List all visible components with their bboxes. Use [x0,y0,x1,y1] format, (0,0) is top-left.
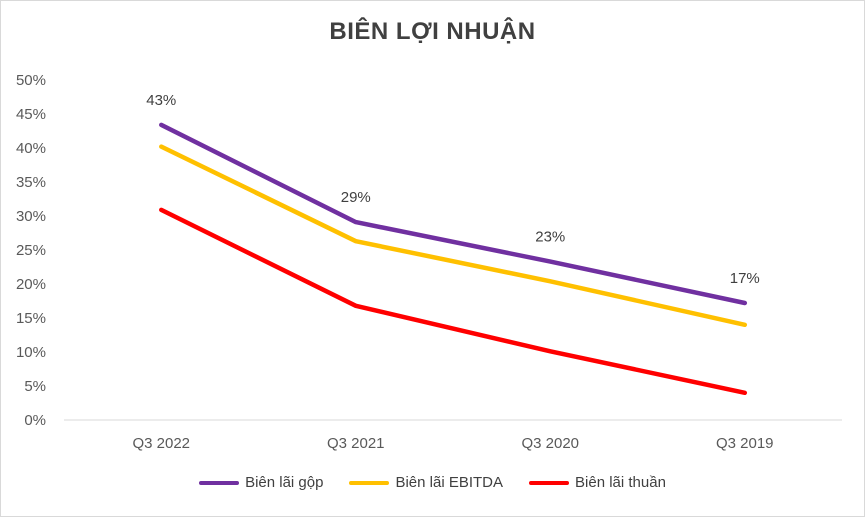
x-tick-label: Q3 2020 [521,435,579,452]
data-label: 23% [535,229,565,246]
legend-label: Biên lãi EBITDA [395,474,504,491]
legend-swatch [529,480,570,485]
y-tick-label: 15% [16,310,46,327]
legend-swatch [199,480,240,485]
legend: Biên lãi gộp Biên lãi EBITDA Biên lãi th… [0,474,865,491]
y-tick-label: 30% [16,208,46,225]
y-tick-label: 50% [16,72,46,89]
x-tick-label: Q3 2021 [327,435,385,452]
y-tick-label: 10% [16,344,46,361]
y-tick-label: 5% [24,378,46,395]
x-tick-label: Q3 2022 [132,435,190,452]
x-tick-label: Q3 2019 [716,435,774,452]
chart-title: BIÊN LỢI NHUẬN [329,18,536,45]
series-line-0 [159,122,748,306]
y-tick-label: 0% [24,412,46,429]
data-label: 43% [146,92,176,109]
series-line-1 [159,144,748,328]
y-tick-label: 20% [16,276,46,293]
legend-item-gross: Biên lãi gộp [199,474,323,491]
y-tick-label: 25% [16,242,46,259]
legend-item-net: Biên lãi thuần [529,474,666,491]
y-tick-label: 35% [16,174,46,191]
data-label: 29% [341,189,371,206]
data-label: 17% [730,270,760,287]
legend-label: Biên lãi thuần [575,474,666,491]
legend-item-ebitda: Biên lãi EBITDA [349,474,503,491]
series-line-2 [159,207,748,396]
legend-swatch [349,480,390,485]
y-tick-label: 45% [16,106,46,123]
legend-label: Biên lãi gộp [245,474,324,491]
y-tick-label: 40% [16,140,46,157]
